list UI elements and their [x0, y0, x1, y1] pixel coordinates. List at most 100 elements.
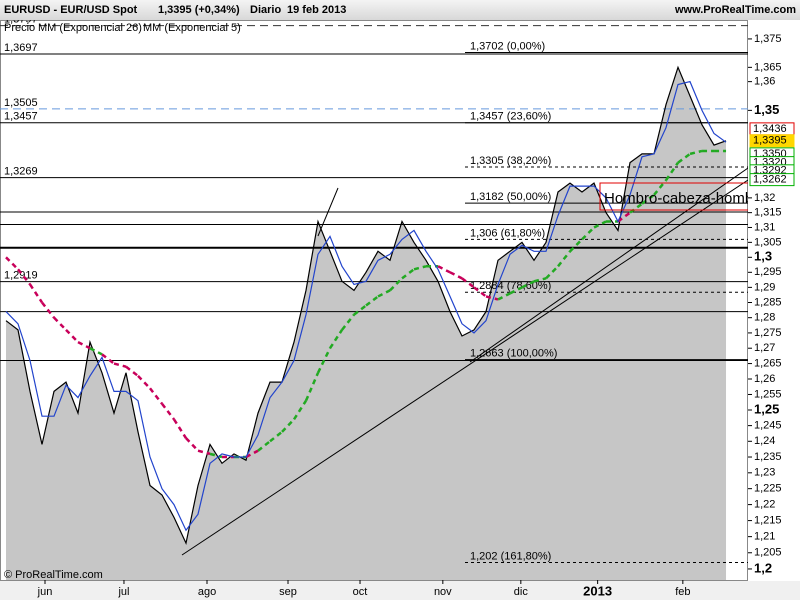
level-label: 1,3797	[4, 14, 38, 26]
ema26-segment	[245, 449, 259, 459]
trend-lines: Hombro-cabeza-hombro	[181, 167, 767, 556]
y-tick-label: 1,28	[754, 312, 775, 324]
ema26-segment	[353, 304, 367, 316]
y-tick-label: 1,31	[754, 221, 775, 233]
ema26-segment	[509, 286, 523, 295]
x-tick-label: sep	[279, 586, 297, 598]
ema26-segment	[316, 347, 332, 374]
plot-frame	[0, 20, 748, 581]
level-label: 1,3505	[4, 97, 38, 109]
ema26-segment	[113, 362, 127, 368]
annotation: Hombro-cabeza-hombro	[604, 190, 767, 207]
y-tick-label: 1,305	[754, 236, 782, 248]
y-tick-label: 1,225	[754, 483, 782, 495]
legend-entry: MM (Exponencial 5)	[143, 22, 241, 34]
ema26-segment	[172, 418, 188, 439]
ema26-segment	[581, 226, 595, 241]
price-line	[5, 65, 727, 545]
trend-line	[181, 179, 748, 556]
ema26-segment	[5, 256, 19, 271]
ema26-segment	[101, 353, 115, 365]
y-tick-label: 1,285	[754, 296, 782, 308]
ema26-segment	[292, 400, 308, 421]
y-tick-label: 1,295	[754, 266, 782, 278]
pattern-box	[599, 182, 748, 211]
axes: 1,21,205 1,21 1,215 1,22 1,225 1,23 1,235 1,24 1…	[37, 33, 795, 598]
ema26-segment	[269, 430, 283, 443]
ema26-segment	[209, 452, 223, 459]
ema26-segment	[593, 220, 607, 229]
y-tick-label: 1,245	[754, 420, 782, 432]
trend-line	[317, 187, 339, 237]
y-tick-label: 1,365	[754, 61, 782, 73]
x-tick-label: ago	[198, 586, 216, 598]
ema26-segment	[41, 301, 55, 319]
footer: © ProRealTime.com	[4, 569, 103, 581]
title: EURUSD - EUR/USD Spot	[4, 4, 138, 16]
fib-label: 1,3457 (23,60%)	[470, 111, 551, 123]
ema26-segment	[569, 238, 583, 253]
ema26-segment	[545, 265, 559, 280]
ema26-segment	[413, 265, 427, 271]
ema26-segment	[377, 289, 391, 298]
y-tick-label: 1,36	[754, 76, 775, 88]
ema26-segment	[77, 340, 91, 350]
fib-label: 1,202 (161,80%)	[470, 550, 551, 562]
x-tick-label: 2013	[583, 583, 612, 598]
y-tick-label: 1,315	[754, 207, 782, 219]
y-tick-label: 1,25	[754, 401, 779, 416]
y-tick-label: 1,26	[754, 373, 775, 385]
fib-label: 1,3182 (50,00%)	[470, 191, 551, 203]
fib-label: 1,306 (61,80%)	[470, 227, 545, 239]
fib-label: 1,2884 (78,60%)	[470, 280, 551, 292]
ema26-segment	[677, 152, 691, 164]
ema26-segment	[17, 268, 31, 286]
x-tick-label: jun	[37, 586, 53, 598]
ema26-segment	[449, 271, 463, 280]
ema26-segment	[149, 387, 163, 405]
ema26-segment	[617, 211, 631, 223]
y-tick-label: 1,22	[754, 499, 775, 511]
ema26-segment	[653, 179, 668, 196]
x-tick-label: oct	[353, 586, 368, 598]
ema26-segment	[65, 328, 79, 343]
y-tick-label: 1,29	[754, 281, 775, 293]
ema26-segment	[28, 283, 44, 304]
x-tick-label: jul	[117, 586, 129, 598]
price-area	[6, 67, 727, 580]
ema26-segment	[485, 295, 499, 301]
ema26-segment	[137, 375, 151, 390]
plot-area: 1,3797 1,3697 1,3505 1,3457 1,3269 1,2919 1,37…	[0, 14, 748, 580]
y-tick-label: 1,205	[754, 547, 782, 559]
ema26-segment	[185, 437, 199, 452]
price-tag	[749, 134, 795, 148]
source: www.ProRealTime.com	[674, 4, 796, 16]
y-tick-label: 1,27	[754, 342, 775, 354]
ema26-segment	[461, 277, 475, 289]
y-tick-label: 1,235	[754, 451, 782, 463]
legend-entry: Precio	[4, 22, 35, 34]
y-tick-label: 1,21	[754, 531, 775, 543]
ema26-segment	[557, 250, 572, 268]
fib-label: 1,2663 (100,00%)	[470, 347, 557, 359]
date: 19 feb 2013	[287, 4, 346, 16]
y-tick-label: 1,3	[754, 249, 772, 264]
y-tick-label: 1,2	[754, 560, 772, 575]
level-label: 1,3269	[4, 165, 38, 177]
y-tick-label: 1,23	[754, 467, 775, 479]
fib-label: 1,3702 (0,00%)	[470, 40, 545, 52]
y-tick-label: 1,265	[754, 357, 782, 369]
ema26-segment	[497, 292, 511, 301]
ema26-segment	[328, 329, 344, 349]
y-tick-label: 1,375	[754, 33, 782, 45]
y-tick-label: 1,215	[754, 514, 782, 526]
header-bar	[0, 0, 800, 20]
ema26-segment	[341, 313, 356, 331]
y-tick-label: 1,24	[754, 435, 775, 447]
level-label: 1,2919	[4, 270, 38, 282]
ema26-segment	[521, 280, 535, 289]
ema26-segment	[437, 265, 451, 274]
fib-label: 1,3305 (38,20%)	[470, 155, 551, 167]
ema26-segment	[197, 449, 211, 456]
